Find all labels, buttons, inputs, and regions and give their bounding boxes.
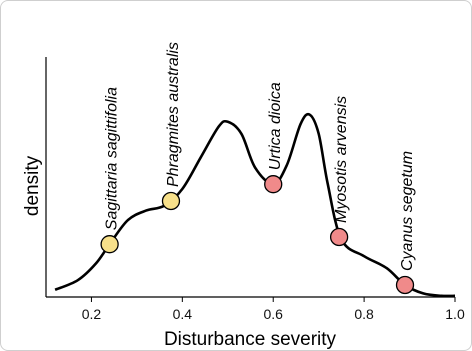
species-point (100, 235, 119, 254)
density-curve (54, 112, 456, 298)
species-label: Urtica dioica (267, 82, 284, 170)
x-tick-label: 0.2 (82, 306, 102, 322)
species-label: Sagittaria sagittifolia (104, 87, 121, 230)
species-point (264, 175, 283, 194)
x-tick-label: 0.4 (173, 306, 193, 322)
x-tick-label: 0.8 (354, 306, 374, 322)
species-label: Phragmites australis (165, 42, 182, 187)
species-label: Cyanus segetum (399, 151, 416, 271)
species-point (329, 227, 349, 247)
y-axis-title: density (22, 155, 43, 216)
x-axis-title: Disturbance severity (164, 329, 337, 350)
species-point (161, 191, 181, 211)
x-tick-label: 1.0 (445, 306, 465, 322)
x-tick-label: 0.6 (263, 306, 283, 322)
species-label: Myosotis arvensis (333, 96, 350, 223)
species-point (395, 275, 415, 295)
